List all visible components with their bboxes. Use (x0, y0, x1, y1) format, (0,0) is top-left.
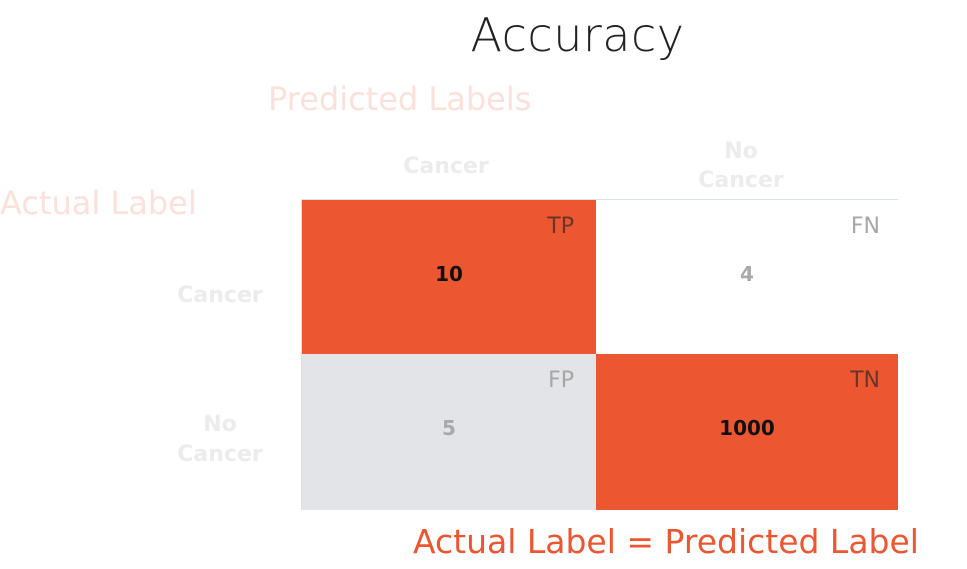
confusion-matrix: TP 10 FN 4 FP 5 TN 1000 (301, 199, 898, 510)
column-label-cancer: Cancer (403, 154, 489, 179)
false-positive-value: 5 (442, 416, 456, 440)
true-negative-cell: TN 1000 (596, 354, 898, 510)
false-negative-cell: FN 4 (596, 200, 898, 354)
column-label-no-cancer-line1: No (724, 139, 758, 164)
true-positive-cell: TP 10 (302, 200, 596, 354)
false-negative-value: 4 (740, 262, 754, 286)
column-label-no-cancer-line2: Cancer (698, 168, 784, 193)
row-label-no-cancer-line2: Cancer (177, 442, 263, 467)
false-positive-cell: FP 5 (302, 354, 596, 510)
actual-label-heading: Actual Label (0, 184, 197, 222)
slide-title: Accuracy (470, 8, 685, 62)
true-positive-tag: TP (547, 214, 574, 239)
row-label-no-cancer: No Cancer (160, 410, 280, 470)
false-negative-tag: FN (850, 214, 880, 239)
false-positive-tag: FP (548, 368, 574, 393)
true-negative-tag: TN (850, 368, 880, 393)
true-negative-value: 1000 (719, 416, 775, 440)
column-label-no-cancer: No Cancer (641, 137, 841, 195)
row-label-no-cancer-line1: No (203, 412, 237, 437)
true-positive-value: 10 (435, 262, 463, 286)
accuracy-formula: Actual Label = Predicted Label (413, 522, 919, 561)
row-label-cancer: Cancer (177, 283, 263, 308)
predicted-labels-heading: Predicted Labels (268, 80, 532, 118)
